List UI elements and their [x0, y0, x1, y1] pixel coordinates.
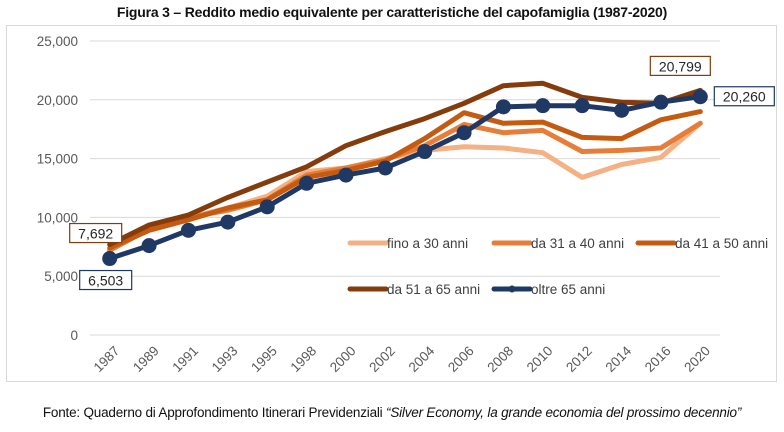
- y-tick-label: 25,000: [37, 34, 78, 49]
- x-tick-label: 2020: [681, 343, 713, 375]
- data-point: [495, 99, 511, 115]
- x-tick-label: 2010: [524, 343, 556, 375]
- x-tick-label: 2014: [603, 343, 635, 375]
- data-point: [614, 102, 630, 118]
- legend-label: oltre 65 anni: [531, 282, 605, 297]
- source-text: Fonte: Quaderno di Approfondimento Itine…: [42, 405, 387, 420]
- data-point: [299, 175, 315, 191]
- series-markers: [102, 89, 708, 267]
- y-tick-label: 15,000: [37, 152, 78, 167]
- legend: fino a 30 anni da 31 a 40 anni da 41 a 50 …: [347, 236, 768, 297]
- data-label-box: [713, 86, 775, 107]
- chart-frame: [6, 25, 777, 382]
- x-tick-label: 1987: [91, 343, 123, 375]
- y-tick-label: 5,000: [44, 269, 78, 284]
- data-point: [535, 98, 551, 114]
- data-point: [180, 222, 196, 238]
- data-point: [417, 144, 433, 160]
- x-tick-label: 1991: [169, 343, 201, 375]
- legend-label: da 51 a 65 anni: [387, 282, 480, 297]
- legend-label: da 41 a 50 anni: [675, 236, 768, 251]
- series-line-oltre-65-anni: [107, 94, 703, 261]
- x-tick-label: 1989: [130, 343, 162, 375]
- data-label-box: [649, 55, 711, 77]
- source-note: Fonte: Quaderno di Approfondimento Itine…: [0, 405, 784, 420]
- x-tick-label: 2006: [445, 343, 477, 375]
- x-tick-label: 1995: [248, 343, 280, 375]
- series-line-da-41-a-50-anni: [107, 109, 703, 251]
- data-point: [259, 199, 275, 215]
- data-point: [377, 160, 393, 176]
- data-label: 20,260: [723, 89, 766, 105]
- data-point: [338, 167, 354, 183]
- x-tick-label: 2016: [642, 343, 674, 375]
- x-tick-label: 2008: [484, 343, 516, 375]
- legend-label: fino a 30 anni: [387, 236, 468, 251]
- y-tick-label: 20,000: [37, 93, 78, 108]
- data-point: [653, 94, 669, 110]
- data-label-box: [69, 222, 123, 244]
- data-label-box: [79, 269, 133, 291]
- data-point: [102, 251, 118, 267]
- y-axis-ticks: 0 5,000 10,000 15,000 20,000 25,000: [37, 34, 78, 343]
- data-point: [574, 98, 590, 114]
- data-point: [141, 238, 157, 254]
- legend-label: da 31 a 40 anni: [531, 236, 624, 251]
- series-line-da-51-a-65-anni: [107, 80, 703, 247]
- x-tick-label: 1993: [209, 343, 241, 375]
- data-point: [220, 214, 236, 230]
- x-axis-ticks: 1987 1989 1991 1993 1995 1998 2000 2002 2004 2006…: [91, 343, 713, 375]
- x-tick-label: 2000: [327, 343, 359, 375]
- x-tick-label: 2004: [406, 343, 438, 375]
- x-tick-label: 2012: [563, 343, 595, 375]
- figure-title: Figura 3 – Reddito medio equivalente per…: [116, 4, 668, 20]
- x-tick-label: 1998: [288, 343, 320, 375]
- data-label: 7,692: [78, 226, 113, 242]
- y-tick-label: 0: [70, 328, 78, 343]
- data-label: 20,799: [659, 58, 702, 74]
- series-lines: [107, 80, 703, 261]
- source-title: “Silver Economy, la grande economia del …: [386, 405, 742, 420]
- data-point: [456, 125, 472, 141]
- data-label: 6,503: [88, 273, 123, 289]
- y-tick-label: 10,000: [37, 210, 78, 225]
- series-line-da-31-a-40-anni: [107, 120, 703, 253]
- data-point: [692, 89, 708, 105]
- data-labels: 7,692 6,503 20,799 20,260: [69, 55, 775, 291]
- legend-marker: [508, 285, 516, 293]
- x-tick-label: 2002: [366, 343, 398, 375]
